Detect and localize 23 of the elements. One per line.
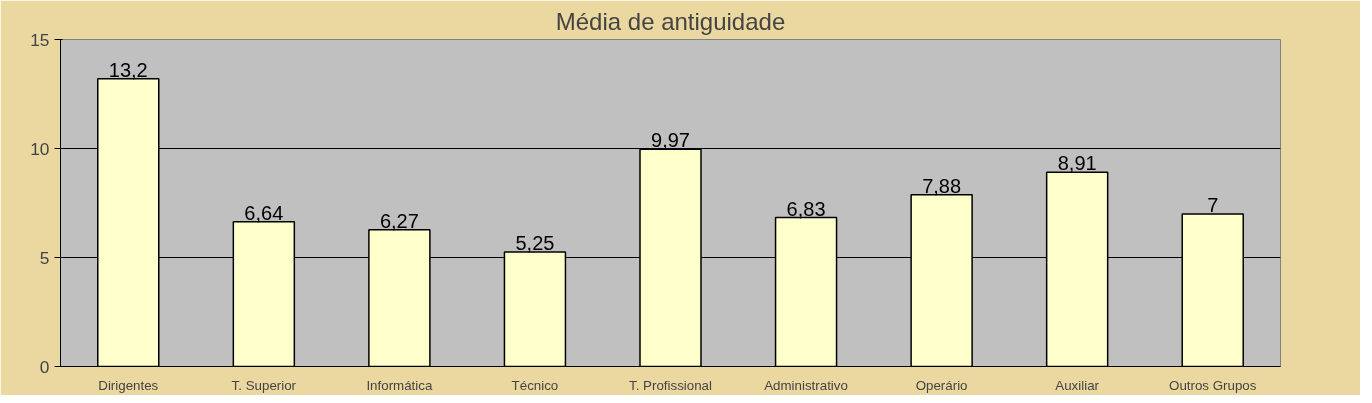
x-tick-label: Outros Grupos (1169, 377, 1257, 393)
x-tick-label: Dirigentes (98, 377, 159, 393)
y-tick-label: 0 (39, 356, 50, 377)
data-label: 7 (1207, 193, 1219, 216)
x-tick-label: Administrativo (764, 377, 848, 393)
x-tick-label: Auxiliar (1055, 377, 1100, 393)
y-tick-label: 10 (30, 138, 50, 159)
x-tick-label: Técnico (511, 377, 559, 393)
data-label: 6,83 (786, 197, 826, 220)
data-label: 7,88 (922, 174, 962, 197)
chart-title: Média de antiguidade (555, 7, 786, 35)
y-tick-label: 5 (39, 247, 50, 268)
data-label: 6,64 (244, 201, 284, 224)
x-tick-label: Informática (366, 377, 433, 393)
x-tick-label: T. Profissional (629, 377, 713, 393)
data-label: 6,27 (379, 209, 419, 232)
x-tick-label: Operário (915, 377, 968, 393)
y-tick-label: 15 (30, 29, 50, 50)
data-label: 8,91 (1057, 152, 1097, 175)
data-label: 13,2 (108, 58, 148, 81)
data-label: 9,97 (651, 129, 690, 152)
x-tick-label: T. Superior (231, 377, 297, 393)
data-label: 5,25 (515, 232, 555, 255)
